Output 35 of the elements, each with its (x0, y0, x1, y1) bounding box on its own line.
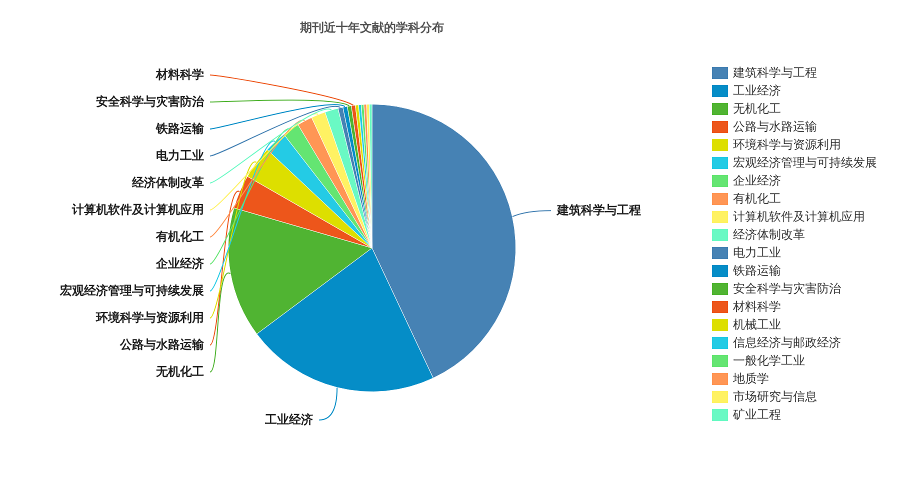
legend-label: 计算机软件及计算机应用 (733, 209, 865, 224)
slice-label: 电力工业 (156, 148, 204, 162)
legend-label: 材料科学 (732, 299, 781, 314)
slice-label: 公路与水路运输 (119, 337, 205, 352)
legend-label: 建筑科学与工程 (732, 65, 817, 80)
legend-label: 安全科学与灾害防治 (733, 281, 841, 296)
slice-label: 计算机软件及计算机应用 (71, 202, 204, 216)
legend-label: 公路与水路运输 (733, 119, 817, 134)
chart-title: 期刊近十年文献的学科分布 (299, 20, 444, 34)
legend-label: 环境科学与资源利用 (733, 137, 841, 152)
slice-label: 无机化工 (155, 364, 204, 378)
legend-label: 电力工业 (733, 245, 781, 260)
slice-label: 铁路运输 (155, 121, 205, 136)
legend-label: 矿业工程 (732, 407, 781, 422)
slice-label: 环境科学与资源利用 (95, 310, 204, 324)
slice-label: 材料科学 (155, 67, 204, 82)
slice-label: 有机化工 (155, 229, 204, 244)
legend-label: 机械工业 (733, 317, 781, 332)
legend-label: 铁路运输 (732, 263, 781, 278)
slice-label: 宏观经济管理与可持续发展 (59, 283, 204, 298)
legend-label: 经济体制改革 (733, 227, 805, 242)
legend-label: 无机化工 (733, 101, 781, 116)
legend-label: 信息经济与邮政经济 (733, 335, 841, 350)
slice-label: 安全科学与灾害防治 (96, 94, 205, 108)
legend-label: 有机化工 (733, 191, 781, 206)
slice-label: 建筑科学与工程 (556, 202, 641, 217)
slice-label: 工业经济 (264, 412, 314, 426)
slice-label: 经济体制改革 (131, 175, 204, 190)
slice-label: 企业经济 (155, 256, 204, 270)
legend-label: 一般化学工业 (733, 353, 805, 368)
legend-label: 工业经济 (733, 83, 781, 98)
legend-label: 地质学 (732, 371, 769, 386)
legend-label: 宏观经济管理与可持续发展 (733, 155, 877, 170)
legend-label: 市场研究与信息 (733, 389, 817, 404)
legend-label: 企业经济 (733, 173, 781, 188)
